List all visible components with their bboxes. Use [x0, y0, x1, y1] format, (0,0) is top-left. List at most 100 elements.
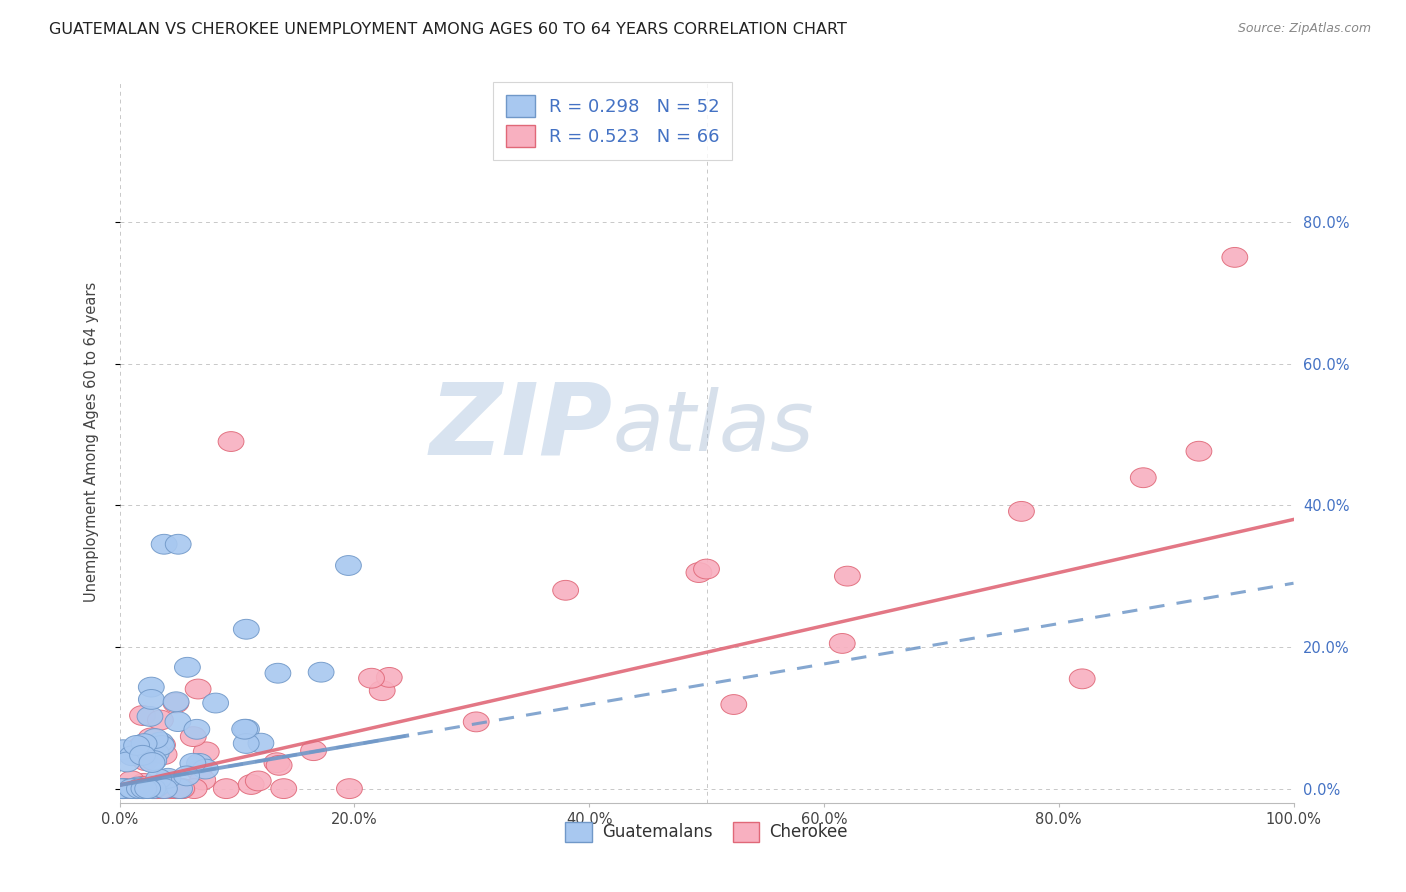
Ellipse shape	[114, 779, 139, 798]
Ellipse shape	[148, 779, 173, 798]
Ellipse shape	[271, 779, 297, 798]
Ellipse shape	[121, 779, 146, 798]
Ellipse shape	[111, 779, 136, 798]
Ellipse shape	[162, 779, 188, 798]
Ellipse shape	[157, 779, 183, 798]
Legend: Guatemalans, Cherokee: Guatemalans, Cherokee	[558, 815, 855, 848]
Ellipse shape	[136, 706, 163, 726]
Ellipse shape	[131, 779, 156, 798]
Ellipse shape	[118, 771, 145, 790]
Ellipse shape	[129, 779, 155, 798]
Ellipse shape	[233, 719, 259, 739]
Ellipse shape	[152, 779, 177, 798]
Ellipse shape	[264, 753, 290, 772]
Ellipse shape	[152, 534, 177, 554]
Ellipse shape	[141, 779, 166, 798]
Ellipse shape	[184, 719, 209, 739]
Ellipse shape	[165, 712, 191, 731]
Ellipse shape	[152, 745, 177, 764]
Ellipse shape	[170, 779, 195, 798]
Ellipse shape	[187, 754, 212, 773]
Ellipse shape	[129, 706, 156, 725]
Ellipse shape	[143, 743, 169, 763]
Ellipse shape	[174, 657, 200, 677]
Ellipse shape	[464, 712, 489, 731]
Ellipse shape	[149, 735, 176, 755]
Ellipse shape	[166, 534, 191, 554]
Ellipse shape	[124, 779, 150, 798]
Ellipse shape	[127, 779, 152, 798]
Ellipse shape	[169, 779, 194, 798]
Ellipse shape	[142, 729, 169, 748]
Ellipse shape	[174, 766, 200, 786]
Ellipse shape	[138, 728, 165, 747]
Ellipse shape	[141, 779, 167, 798]
Ellipse shape	[247, 733, 274, 753]
Ellipse shape	[135, 779, 160, 798]
Ellipse shape	[693, 559, 720, 579]
Ellipse shape	[835, 566, 860, 586]
Ellipse shape	[359, 668, 384, 688]
Ellipse shape	[194, 742, 219, 762]
Ellipse shape	[233, 619, 259, 640]
Ellipse shape	[131, 779, 157, 798]
Ellipse shape	[149, 779, 176, 798]
Ellipse shape	[145, 779, 170, 798]
Ellipse shape	[132, 751, 159, 771]
Ellipse shape	[149, 779, 176, 798]
Ellipse shape	[122, 779, 149, 798]
Ellipse shape	[233, 733, 259, 754]
Ellipse shape	[138, 677, 165, 697]
Ellipse shape	[131, 779, 156, 798]
Ellipse shape	[1187, 442, 1212, 461]
Ellipse shape	[163, 693, 188, 713]
Ellipse shape	[186, 679, 211, 699]
Ellipse shape	[129, 779, 156, 798]
Ellipse shape	[124, 736, 149, 756]
Ellipse shape	[181, 779, 207, 798]
Ellipse shape	[111, 779, 136, 798]
Ellipse shape	[146, 769, 172, 789]
Ellipse shape	[141, 750, 167, 771]
Ellipse shape	[308, 662, 335, 682]
Ellipse shape	[139, 753, 165, 772]
Ellipse shape	[141, 779, 166, 798]
Ellipse shape	[143, 779, 169, 798]
Ellipse shape	[266, 756, 292, 775]
Ellipse shape	[218, 432, 245, 451]
Ellipse shape	[163, 692, 188, 712]
Ellipse shape	[108, 779, 135, 798]
Ellipse shape	[301, 740, 326, 761]
Ellipse shape	[125, 777, 150, 797]
Text: ZIP: ZIP	[430, 378, 613, 475]
Ellipse shape	[110, 739, 136, 760]
Ellipse shape	[128, 737, 153, 756]
Ellipse shape	[165, 779, 190, 798]
Ellipse shape	[131, 779, 156, 798]
Ellipse shape	[686, 563, 711, 582]
Ellipse shape	[117, 779, 142, 798]
Ellipse shape	[553, 581, 578, 600]
Ellipse shape	[167, 779, 193, 798]
Ellipse shape	[149, 736, 174, 756]
Ellipse shape	[193, 759, 218, 779]
Ellipse shape	[238, 774, 264, 795]
Ellipse shape	[114, 752, 141, 772]
Ellipse shape	[1008, 501, 1035, 521]
Ellipse shape	[214, 779, 239, 798]
Ellipse shape	[202, 693, 229, 713]
Ellipse shape	[336, 556, 361, 575]
Ellipse shape	[1130, 467, 1156, 488]
Text: Source: ZipAtlas.com: Source: ZipAtlas.com	[1237, 22, 1371, 36]
Ellipse shape	[108, 779, 134, 798]
Text: GUATEMALAN VS CHEROKEE UNEMPLOYMENT AMONG AGES 60 TO 64 YEARS CORRELATION CHART: GUATEMALAN VS CHEROKEE UNEMPLOYMENT AMON…	[49, 22, 846, 37]
Ellipse shape	[186, 760, 212, 780]
Ellipse shape	[129, 746, 156, 765]
Ellipse shape	[148, 732, 173, 752]
Ellipse shape	[131, 773, 156, 793]
Ellipse shape	[110, 779, 136, 798]
Y-axis label: Unemployment Among Ages 60 to 64 years: Unemployment Among Ages 60 to 64 years	[84, 281, 98, 602]
Ellipse shape	[132, 746, 157, 765]
Ellipse shape	[165, 779, 190, 798]
Ellipse shape	[190, 770, 215, 790]
